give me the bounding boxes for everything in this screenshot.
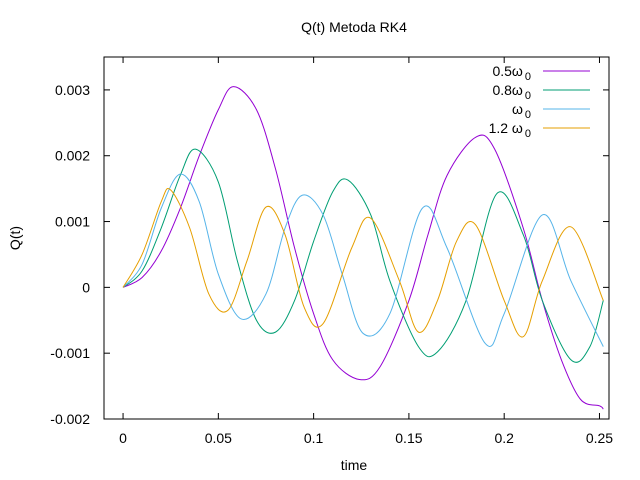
legend-label-1: 0.5ω 0 [492, 63, 531, 83]
y-tick-label: 0.003 [55, 82, 90, 98]
legend-label-main: 1.2 ω [489, 120, 523, 136]
plot-frame [103, 56, 610, 420]
x-tick-label: 0 [119, 430, 127, 446]
legend-label-subscript: 0 [525, 128, 531, 140]
legend-label-subscript: 0 [525, 71, 531, 83]
x-axis-label: time [341, 457, 368, 473]
legend-label-main: ω [512, 101, 523, 117]
series-layer [122, 86, 604, 410]
legend-label-subscript: 0 [525, 90, 531, 102]
x-tick-label: 0.15 [395, 430, 422, 446]
series-line-4 [122, 187, 604, 338]
series-line-3 [122, 173, 604, 347]
x-tick-label: 0.2 [494, 430, 514, 446]
chart-title: Q(t) Metoda RK4 [301, 19, 407, 35]
x-axis: 0 0.05 0.1 0.15 0.2 0.25 [119, 57, 613, 446]
y-tick-label: 0.001 [55, 214, 90, 230]
legend-label-main: 0.5ω [492, 63, 522, 79]
y-axis: -0.002 -0.001 0 0.001 0.002 0.003 [50, 82, 609, 427]
y-tick-label: -0.002 [50, 411, 90, 427]
legend-label-main: 0.8ω [492, 82, 522, 98]
series-line-2 [122, 148, 604, 363]
y-tick-label: -0.001 [50, 345, 90, 361]
x-tick-label: 0.25 [586, 430, 613, 446]
y-axis-label: Q(t) [7, 226, 23, 250]
legend-label-subscript: 0 [525, 109, 531, 121]
x-tick-label: 0.1 [304, 430, 324, 446]
x-tick-label: 0.05 [205, 430, 232, 446]
legend-label-2: 0.8ω 0 [492, 82, 531, 102]
y-tick-label: 0.002 [55, 148, 90, 164]
y-tick-label: 0 [82, 279, 90, 295]
